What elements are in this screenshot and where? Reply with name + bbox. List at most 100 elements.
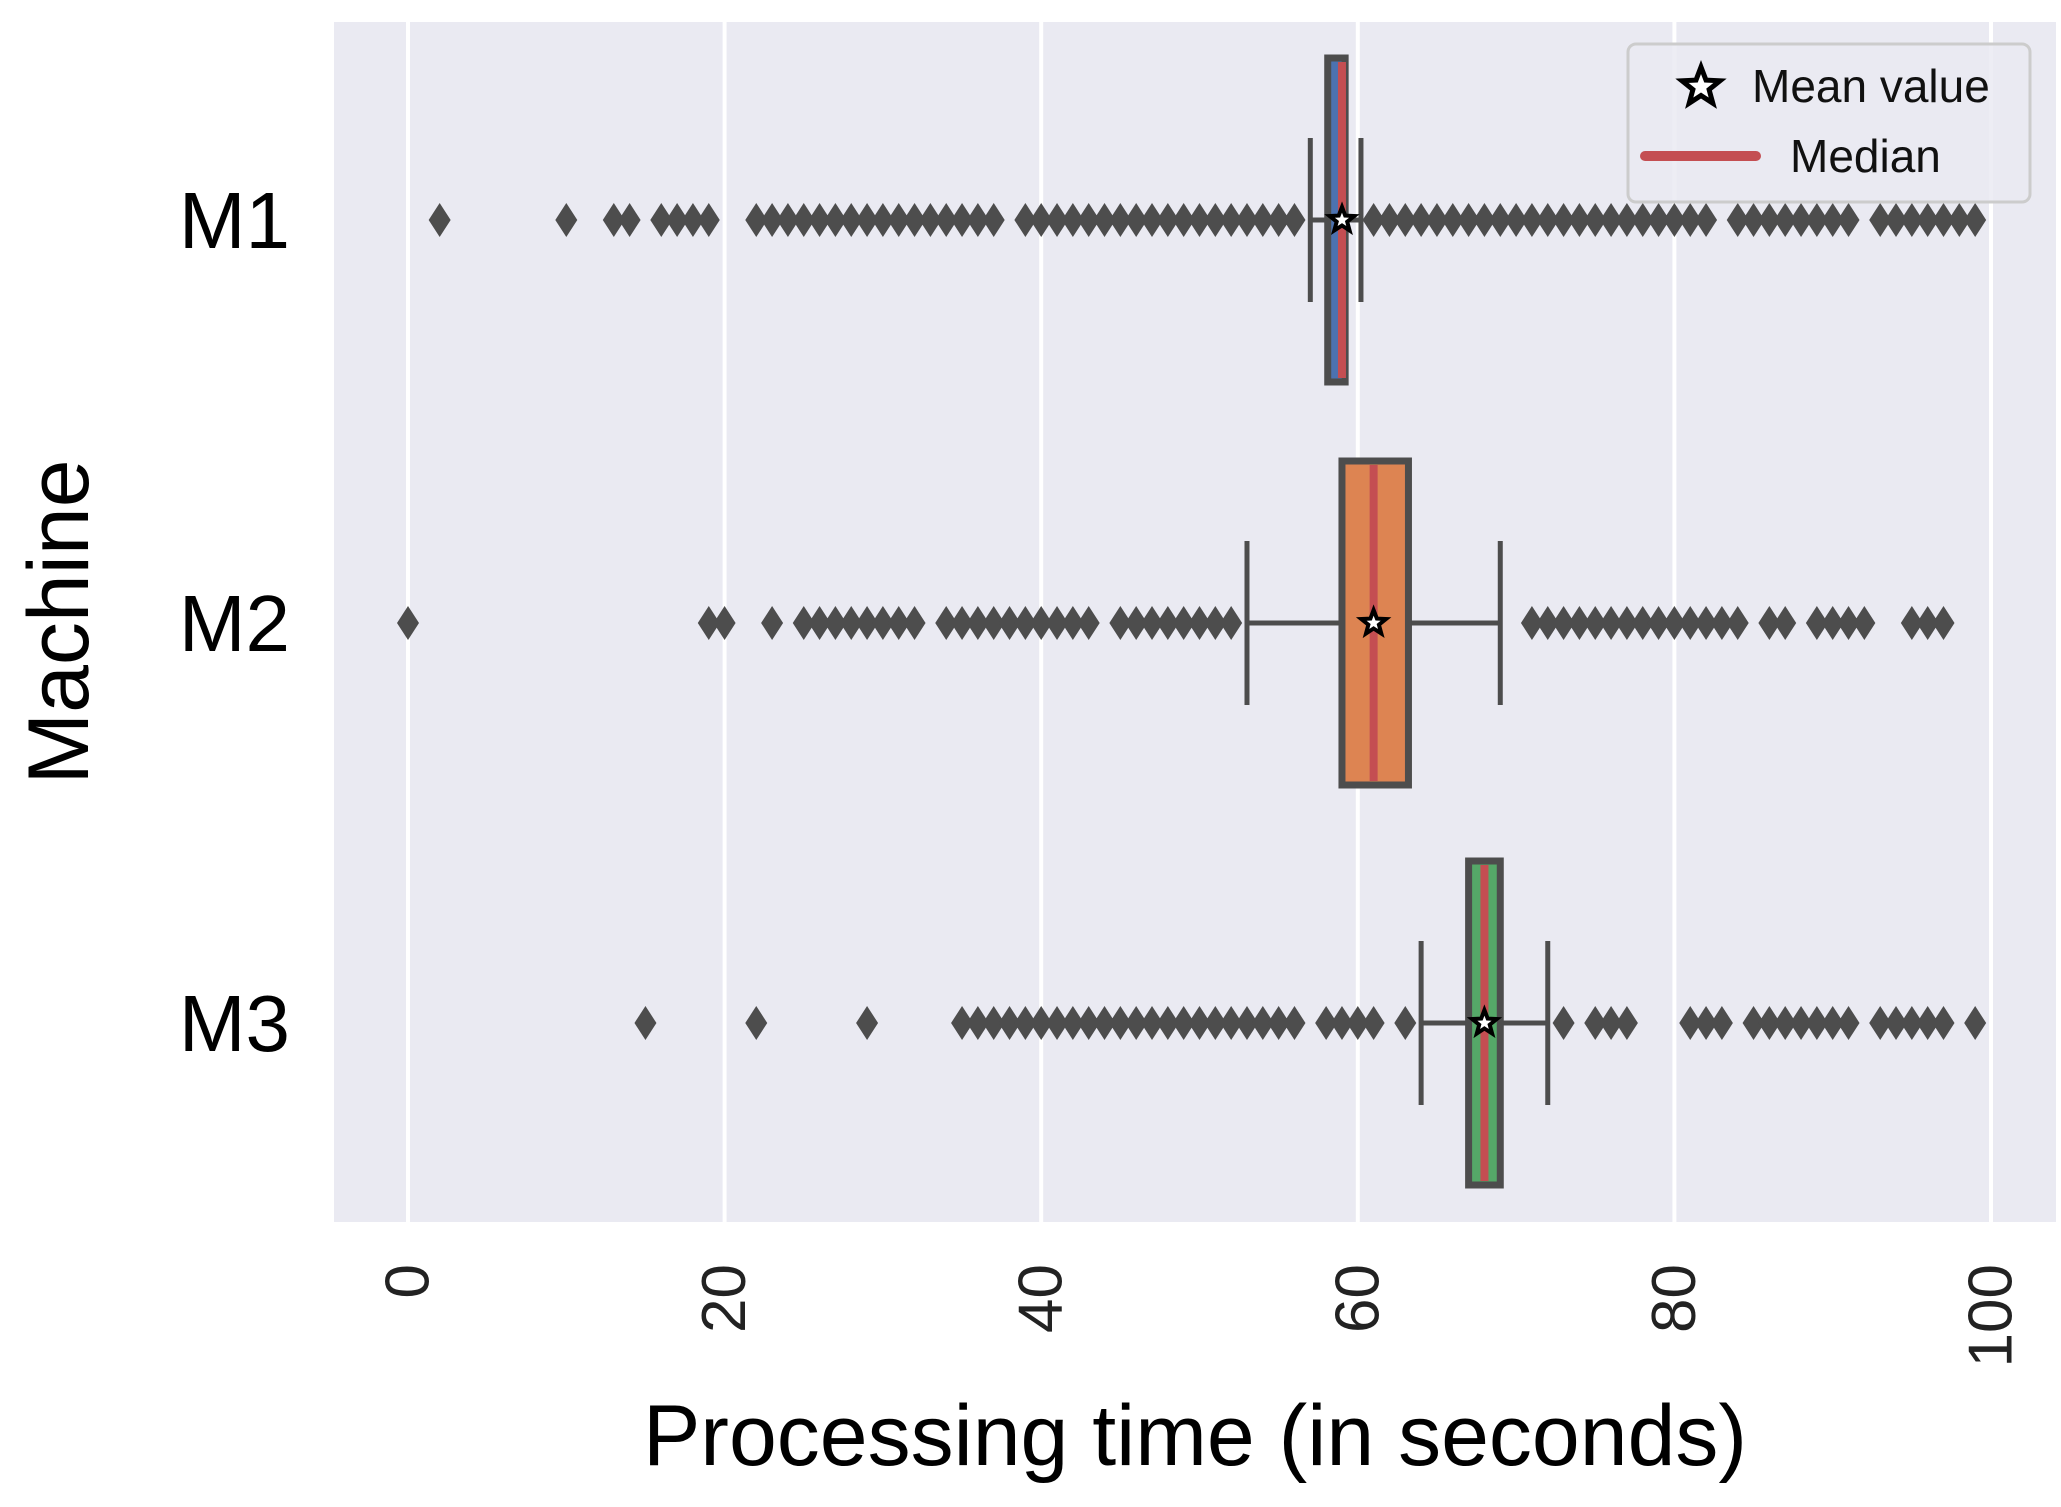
m2-outlier-point — [1695, 606, 1718, 640]
m2-outlier-point — [397, 606, 419, 640]
m3-outlier-point — [1346, 1006, 1369, 1040]
m3-outlier-point — [634, 1006, 657, 1040]
m3-outlier-point — [1077, 1006, 1100, 1040]
m1-outlier-point — [761, 203, 784, 237]
m1-outlier-point — [840, 203, 863, 237]
m2-outlier-point — [1046, 606, 1069, 640]
m2-outlier-point — [713, 606, 736, 640]
m1-outlier-point — [951, 203, 974, 237]
m1-outlier-point — [1790, 203, 1813, 237]
m1-outlier-point — [555, 203, 578, 237]
m1-outlier-point — [1410, 203, 1433, 237]
m3-outlier-point — [1710, 1006, 1733, 1040]
m3-outlier-point — [1030, 1006, 1053, 1040]
m3-outlier-point — [1188, 1006, 1211, 1040]
m2-outlier-point — [792, 606, 815, 640]
m1-outlier-point — [966, 203, 989, 237]
m2-outlier-point — [1647, 606, 1670, 640]
m1-outlier-point — [1235, 203, 1258, 237]
m3-outlier-point — [1315, 1006, 1338, 1040]
m1-outlier-point — [1695, 203, 1718, 237]
m1-outlier-point — [1014, 203, 1037, 237]
m1-outlier-point — [1441, 203, 1464, 237]
m2-outlier-point — [982, 606, 1005, 640]
x-tick-label-60: 60 — [1323, 1264, 1392, 1333]
m2-outlier-point — [1710, 606, 1733, 640]
legend-label-median: Median — [1790, 130, 1941, 182]
m3-outlier-point — [1821, 1006, 1844, 1040]
m1-outlier-point — [1489, 203, 1512, 237]
m2-outlier-point — [856, 606, 879, 640]
m1-outlier-point — [982, 203, 1005, 237]
m2-outlier-point — [903, 606, 926, 640]
m3-outlier-point — [1220, 1006, 1243, 1040]
m1-outlier-point — [1821, 203, 1844, 237]
m2-outlier-point — [1726, 606, 1749, 640]
m3-outlier-point — [1774, 1006, 1797, 1040]
m2-outlier-point — [966, 606, 989, 640]
m1-outlier-point — [1077, 203, 1100, 237]
m1-outlier-point — [1900, 203, 1923, 237]
m1-outlier-point — [1742, 203, 1765, 237]
m3-outlier-point — [1046, 1006, 1069, 1040]
y-category-labels: M1 M2 M3 — [179, 176, 290, 1068]
m1-outlier-point — [1663, 203, 1686, 237]
m3-outlier-point — [1141, 1006, 1164, 1040]
m2-outlier-point — [840, 606, 863, 640]
m3-outlier-point — [1552, 1006, 1575, 1040]
m3-outlier-point — [1061, 1006, 1084, 1040]
m2-outlier-point — [697, 606, 720, 640]
m1-outlier-point — [666, 203, 689, 237]
x-axis-title: Processing time (in seconds) — [643, 1388, 1747, 1484]
m1-outlier-point — [903, 203, 926, 237]
m2-outlier-point — [1837, 606, 1860, 640]
m1-outlier-point — [856, 203, 879, 237]
m1-outlier-point — [1948, 203, 1971, 237]
m1-outlier-point — [1631, 203, 1654, 237]
m2-outlier-point — [1141, 606, 1164, 640]
x-tick-label-80: 80 — [1640, 1264, 1709, 1333]
m1-outlier-point — [1679, 203, 1702, 237]
m1-outlier-point — [1093, 203, 1116, 237]
m2-outlier-point — [1916, 606, 1939, 640]
m1-mean-star — [1324, 201, 1360, 236]
x-tick-label-20: 20 — [690, 1264, 759, 1333]
m2-outlier-point — [1853, 606, 1876, 640]
m3-outlier-point — [1093, 1006, 1116, 1040]
m2-outlier-point — [1077, 606, 1100, 640]
m1-outlier-point — [1805, 203, 1828, 237]
m2-outlier-point — [1568, 606, 1591, 640]
m2-outlier-point — [1774, 606, 1797, 640]
m3-outlier-point — [1695, 1006, 1718, 1040]
m2-outlier-point — [1156, 606, 1179, 640]
m3-outlier-point — [1600, 1006, 1623, 1040]
m1-outlier-point — [1964, 203, 1987, 237]
m3-mean-star — [1466, 1004, 1503, 1039]
m2-outlier-point — [935, 606, 958, 640]
m1-outlier-point — [919, 203, 942, 237]
m1-outlier-point — [1267, 203, 1290, 237]
x-tick-label-100: 100 — [1957, 1264, 2026, 1367]
m1-outlier-point — [1061, 203, 1084, 237]
m3-outlier-point — [1330, 1006, 1353, 1040]
m1-outlier-point — [1774, 203, 1797, 237]
legend: Mean value Median — [1626, 42, 2032, 204]
legend-star-icon — [1675, 59, 1727, 109]
m1-outlier-point — [1916, 203, 1939, 237]
m2-outlier-point — [808, 606, 831, 640]
m1-outlier-point — [745, 203, 768, 237]
m3-outlier-point — [1283, 1006, 1306, 1040]
m1-outlier-point — [1869, 203, 1892, 237]
m1-outlier-point — [1552, 203, 1575, 237]
m3-outlier-point — [1885, 1006, 1908, 1040]
m2-outlier-point — [1552, 606, 1575, 640]
m2-mean-star — [1355, 604, 1392, 639]
m2-outlier-point — [761, 606, 784, 640]
m3-outlier-point — [1615, 1006, 1638, 1040]
m1-outlier-point — [1457, 203, 1480, 237]
m3-outlier-point — [1805, 1006, 1828, 1040]
m3-outlier-point — [1204, 1006, 1227, 1040]
y-category-label-m2: M2 — [179, 579, 290, 668]
m1-outlier-point — [1394, 203, 1417, 237]
m2-outlier-point — [1679, 606, 1702, 640]
